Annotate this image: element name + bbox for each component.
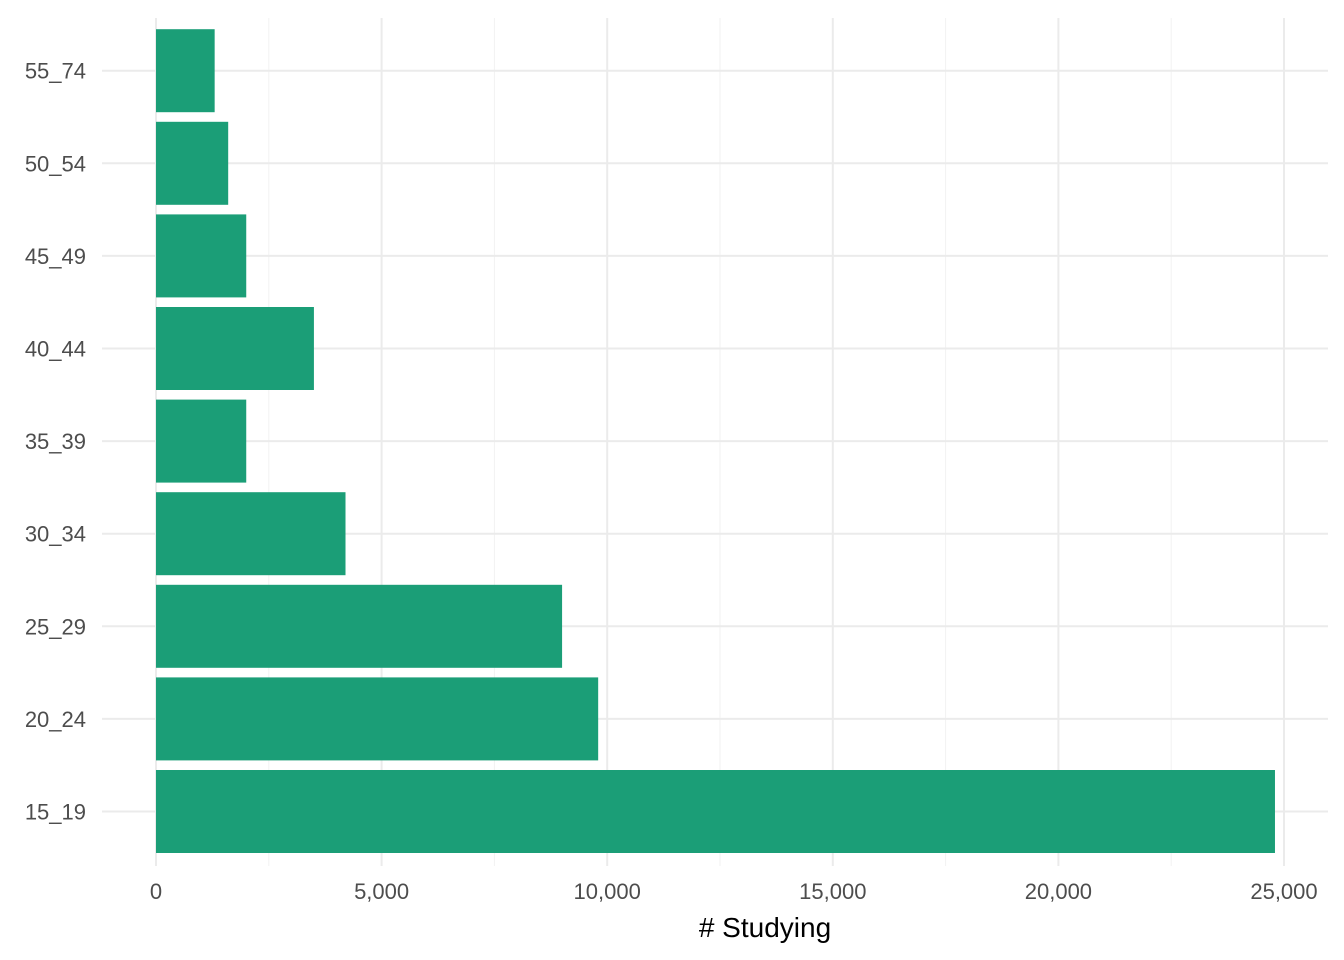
bar-30_34 (156, 492, 346, 576)
y-tick-label: 30_34 (25, 522, 86, 547)
x-tick-label: 5,000 (354, 879, 409, 904)
bar-50_54 (156, 121, 229, 205)
bar-20_24 (156, 677, 599, 761)
y-tick-label: 50_54 (25, 151, 86, 176)
y-tick-label: 55_74 (25, 59, 86, 84)
y-tick-label: 20_24 (25, 707, 86, 732)
bar-55_74 (156, 29, 215, 113)
bar-40_44 (156, 307, 314, 390)
y-tick-label: 25_29 (25, 614, 86, 639)
y-tick-label: 35_39 (25, 429, 86, 454)
bar-layer (156, 29, 1275, 853)
bar-45_49 (156, 214, 247, 298)
y-tick-label: 40_44 (25, 337, 86, 362)
bar-15_19 (156, 770, 1275, 853)
y-axis-ticks: 15_19 20_24 25_29 30_34 35_39 40_44 45_49 50_54… (25, 59, 86, 825)
y-tick-label: 45_49 (25, 244, 86, 269)
x-tick-label: 25,000 (1250, 879, 1317, 904)
y-tick-label: 15_19 (25, 800, 86, 825)
bar-25_29 (156, 584, 563, 668)
x-axis-ticks: 0 5,000 10,000 15,000 20,000 25,000 (150, 879, 1318, 904)
x-axis-title: # Studying (699, 912, 831, 943)
x-tick-label: 15,000 (799, 879, 866, 904)
x-tick-label: 0 (150, 879, 162, 904)
x-tick-label: 20,000 (1025, 879, 1092, 904)
x-tick-label: 10,000 (574, 879, 641, 904)
bar-35_39 (156, 399, 247, 483)
